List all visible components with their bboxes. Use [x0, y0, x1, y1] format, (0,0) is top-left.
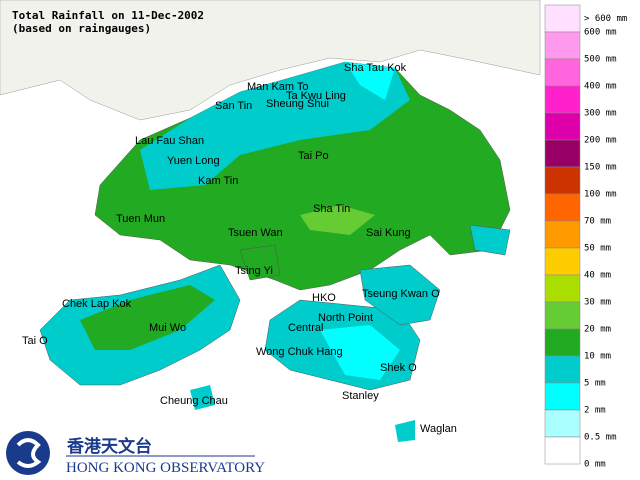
- logo-swirl: [16, 438, 42, 468]
- logo-emblem: [6, 431, 50, 475]
- place-label: Sheung Shui: [266, 98, 329, 110]
- north-bright-zone: [345, 62, 395, 100]
- legend-swatch: [544, 220, 581, 249]
- legend: > 600 mm 600 mm 500 mm 400 mm 300 mm 200 mm 15…: [544, 4, 627, 470]
- logo: 香港天文台 HONG KONG OBSERVATORY: [6, 431, 265, 476]
- legend-label: 5 mm: [584, 379, 606, 389]
- waglan-island: [395, 420, 415, 442]
- legend-label: 500 mm: [584, 55, 617, 65]
- place-label: Tai O: [22, 335, 48, 347]
- place-label: Tai Po: [298, 150, 329, 162]
- place-label: Kam Tin: [198, 175, 238, 187]
- legend-swatch: [544, 409, 581, 438]
- place-label: Central: [288, 322, 323, 334]
- legend-label: 50 mm: [584, 244, 611, 254]
- legend-swatch: [544, 436, 581, 465]
- legend-swatch: [544, 112, 581, 141]
- place-label: Tseung Kwan O: [362, 288, 440, 300]
- logo-chinese: 香港天文台: [67, 436, 152, 457]
- north-cyan-zone: [140, 62, 410, 190]
- place-label: Stanley: [342, 390, 379, 402]
- place-label: Waglan: [420, 423, 457, 435]
- legend-swatch: [544, 58, 581, 87]
- place-label: Ta Kwu Ling: [286, 90, 346, 102]
- lantau-green: [80, 285, 215, 350]
- shatin-zone: [300, 205, 375, 235]
- legend-swatch: [544, 247, 581, 276]
- east-island: [469, 224, 511, 256]
- legend-swatch: [544, 139, 581, 168]
- place-label: Mui Wo: [149, 322, 186, 334]
- legend-label: 300 mm: [584, 109, 617, 119]
- cheung-chau-island: [190, 385, 215, 410]
- legend-label: 2 mm: [584, 406, 606, 416]
- logo-english: HONG KONG OBSERVATORY: [66, 460, 265, 476]
- legend-swatch: [544, 382, 581, 411]
- place-label: Sai Kung: [366, 227, 411, 239]
- legend-swatch: [544, 301, 581, 330]
- map-title: Total Rainfall on 11-Dec-2002: [12, 9, 204, 22]
- place-label: Shek O: [380, 362, 417, 374]
- place-label: San Tin: [215, 100, 252, 112]
- legend-swatch: [544, 355, 581, 384]
- legend-swatch: [544, 328, 581, 357]
- place-label: Lau Fau Shan: [135, 135, 204, 147]
- legend-label: 40 mm: [584, 271, 611, 281]
- legend-label: 100 mm: [584, 190, 617, 200]
- legend-label: 20 mm: [584, 325, 611, 335]
- legend-swatch: [544, 274, 581, 303]
- place-label: Tsuen Wan: [228, 227, 283, 239]
- map-subtitle: (based on raingauges): [12, 22, 151, 35]
- legend-swatch: [544, 166, 581, 195]
- place-label: Chek Lap Kok: [62, 298, 132, 310]
- legend-swatch: [544, 85, 581, 114]
- place-label: Wong Chuk Hang: [256, 346, 343, 358]
- place-label: North Point: [318, 312, 373, 324]
- tseung-kwan-o: [359, 264, 441, 326]
- place-label: Cheung Chau: [160, 395, 228, 407]
- legend-label: 400 mm: [584, 82, 617, 92]
- legend-label: 70 mm: [584, 217, 611, 227]
- legend-label: 150 mm: [584, 163, 617, 173]
- place-label: HKO: [312, 292, 336, 304]
- legend-swatch: [544, 4, 581, 33]
- place-label: Man Kam To: [247, 81, 309, 93]
- island-bright-zone: [320, 325, 400, 380]
- place-label: Sha Tau Kok: [344, 62, 407, 74]
- legend-swatch: [544, 193, 581, 222]
- legend-label: 600 mm: [584, 28, 617, 38]
- legend-label: 30 mm: [584, 298, 611, 308]
- tsing-yi-island: [239, 244, 281, 281]
- place-label: Tsing Yi: [235, 265, 273, 277]
- legend-label: 0.5 mm: [584, 433, 617, 443]
- legend-label: > 600 mm: [584, 14, 627, 24]
- legend-label: 10 mm: [584, 352, 611, 362]
- legend-label: 0 mm: [584, 460, 606, 470]
- mainland: [0, 0, 541, 121]
- place-label: Sha Tin: [313, 203, 350, 215]
- legend-swatch: [544, 31, 581, 60]
- place-label: Tuen Mun: [116, 213, 165, 225]
- legend-label: 200 mm: [584, 136, 617, 146]
- place-label: Yuen Long: [167, 155, 220, 167]
